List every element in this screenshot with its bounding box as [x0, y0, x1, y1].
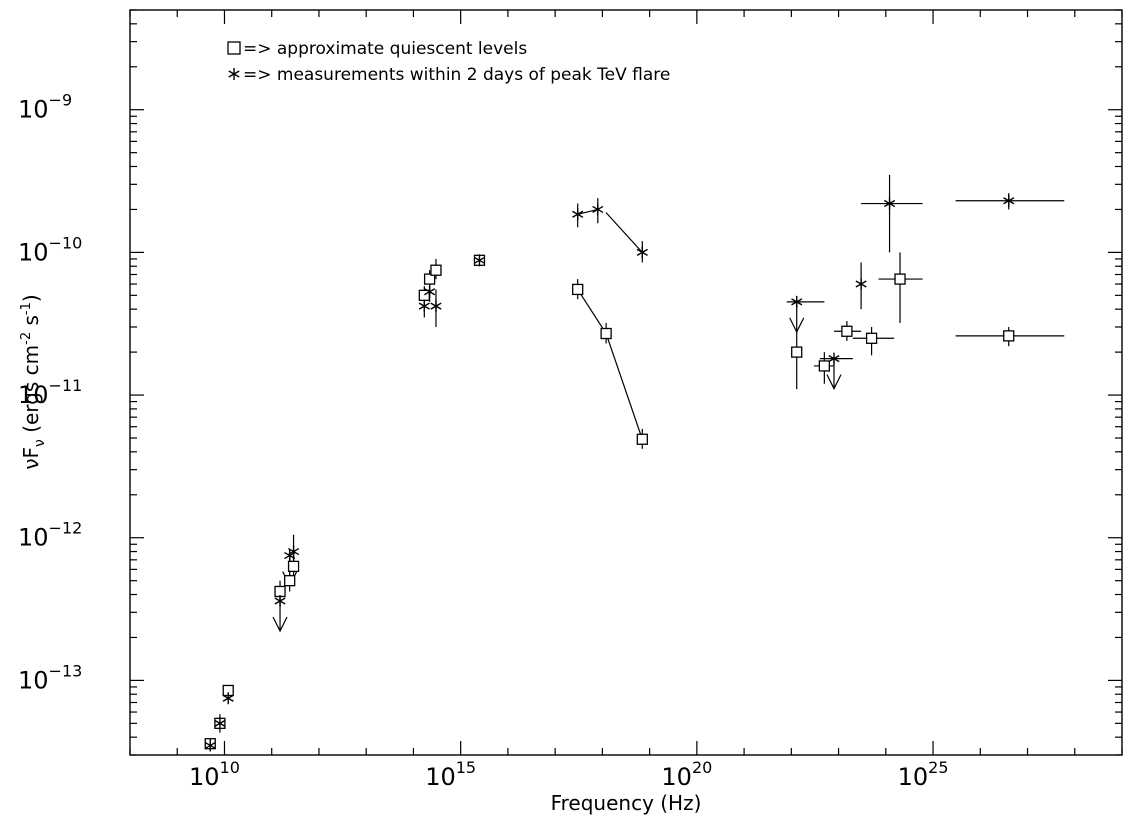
- x-tick-label: 1025: [898, 758, 949, 791]
- asterisk-marker: [828, 352, 840, 365]
- square-marker: [430, 264, 442, 276]
- legend-asterisk-marker: [228, 68, 240, 80]
- connecting-line: [577, 289, 643, 440]
- y-tick-label: 10−12: [18, 519, 82, 552]
- asterisk-marker: [883, 197, 896, 210]
- asterisk-marker: [855, 278, 867, 291]
- asterisk-marker: [791, 295, 803, 308]
- asterisk-marker: [572, 208, 584, 221]
- x-axis-label: Frequency (Hz): [551, 791, 702, 815]
- square-marker: [865, 332, 878, 344]
- axis-ticks: [129, 9, 1123, 756]
- square-marker: [818, 360, 831, 372]
- asterisk-marker: [204, 739, 216, 752]
- connecting-lines: [577, 208, 643, 440]
- legend-square-marker: [227, 41, 241, 55]
- x-tick-label: 1010: [189, 758, 240, 791]
- asterisk-marker: [1003, 194, 1015, 207]
- legend-asterisk-glyph: [228, 68, 240, 80]
- upper-limit-arrow: [272, 616, 288, 633]
- y-axis-label: νFν (ergs cm-2 s-1): [19, 294, 48, 469]
- x-tick-label: 1020: [661, 758, 712, 791]
- asterisk-marker: [430, 300, 442, 313]
- square-marker: [572, 283, 584, 296]
- connecting-line: [605, 212, 643, 253]
- asterisk-marker: [424, 285, 436, 298]
- asterisk-marker: [418, 300, 430, 313]
- plot-frame: [129, 9, 1123, 756]
- tick-labels: 1010 1015 1020 1025 10−13 10−12 10−11 10−10 10−9: [18, 91, 949, 791]
- y-tick-label: 10−10: [18, 233, 82, 266]
- square-marker: [841, 325, 853, 337]
- square-marker: [636, 433, 648, 445]
- x-tick-label: 1015: [425, 758, 476, 791]
- asterisk-marker: [222, 692, 234, 705]
- legend: => approximate quiescent levels => measu…: [227, 39, 670, 85]
- error-bars: [219, 174, 1065, 733]
- asterisk-marker: [636, 246, 648, 259]
- asterisk-marker: [473, 254, 486, 267]
- y-tick-label: 10−9: [18, 91, 72, 124]
- square-marker: [418, 289, 430, 301]
- legend-entry-quiescent: => approximate quiescent levels: [243, 39, 527, 59]
- square-marker: [600, 327, 612, 340]
- square-marker: [274, 585, 286, 598]
- square-marker: [284, 575, 296, 587]
- square-marker: [287, 560, 300, 573]
- square-marker: [1003, 330, 1015, 342]
- y-tick-label: 10−13: [18, 661, 82, 694]
- upper-limit-arrow: [826, 374, 842, 390]
- y-tick-label: 10−11: [18, 376, 82, 409]
- asterisk-marker: [274, 595, 286, 608]
- asterisk-marker: [592, 203, 604, 216]
- square-marker: [894, 273, 906, 285]
- square-marker: [791, 346, 803, 358]
- upper-limit-arrow: [789, 317, 805, 334]
- connecting-line: [577, 208, 598, 215]
- data-markers: [204, 194, 1015, 752]
- asterisk-marker: [214, 717, 226, 730]
- asterisk-marker: [287, 545, 300, 558]
- square-marker: [423, 273, 436, 285]
- legend-entry-flare: => measurements within 2 days of peak Te…: [243, 65, 670, 85]
